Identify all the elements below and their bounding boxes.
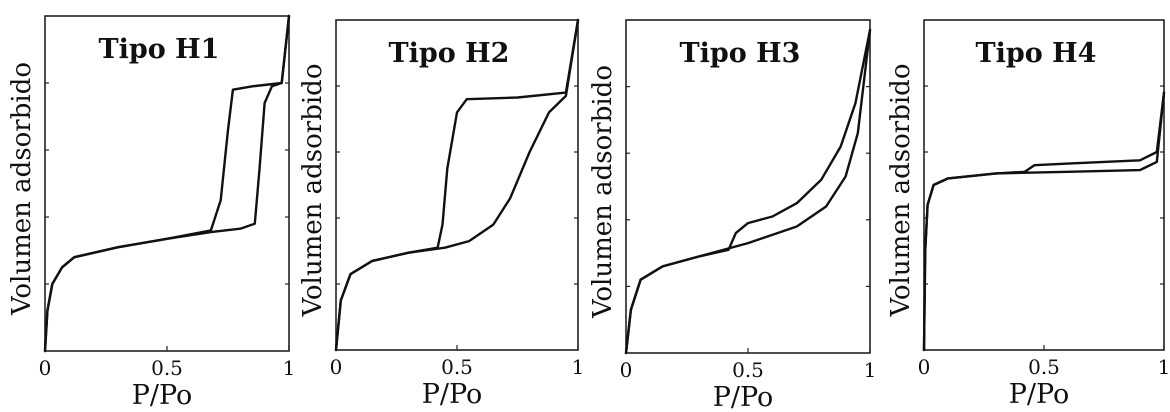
y-axis-label: Volumen adsorbido [7,62,37,316]
y-axis-label: Volumen adsorbido [886,64,916,318]
chart-title: Tipo H3 [680,38,801,69]
y-axis-label: Volumen adsorbido [298,64,328,318]
x-tick-label: 0.5 [151,356,183,380]
plot-frame [335,19,579,351]
x-tick-label: 0 [39,356,52,380]
x-tick-label: 0.5 [732,358,764,382]
x-axis-label: P/Po [422,379,483,410]
x-axis-label: P/Po [713,382,774,412]
plot-frame [625,19,871,354]
x-tick-label: 0 [330,355,343,379]
plot-frame [923,19,1165,351]
adsorption-branch [43,14,291,353]
adsorption-branch [334,18,580,352]
isotherm-panel-4: 0 0.5 1 Tipo H4 P/Po Volumen adsorbido [886,19,1170,410]
x-tick-label: 0.5 [1028,355,1060,379]
desorption-branch [624,28,872,355]
isotherm-panel-1: 0 0.5 1 Tipo H1 P/Po Volumen adsorbido [7,14,296,411]
chart-title: Tipo H2 [389,38,510,69]
isotherm-panel-3: 0 0.5 1 Tipo H3 P/Po Volumen adsorbido [588,19,877,412]
x-tick-label: 0.5 [441,355,473,379]
x-tick-label: 1 [864,358,877,382]
x-tick-label: 1 [572,355,585,379]
isotherm-panel-2: 0 0.5 1 Tipo H2 P/Po Volumen adsorbido [298,18,585,410]
x-tick-label: 1 [1158,355,1170,379]
y-axis-label: Volumen adsorbido [588,65,618,319]
x-tick-label: 1 [283,356,296,380]
x-tick-label: 0 [918,355,931,379]
x-axis-label: P/Po [1009,379,1070,410]
chart-title: Tipo H4 [976,38,1097,69]
x-axis-label: P/Po [132,380,193,411]
desorption-branch [334,18,580,352]
x-tick-label: 0 [620,358,633,382]
adsorption-branch [922,91,1166,352]
plot-frame [44,15,290,352]
chart-title: Tipo H1 [99,34,220,65]
adsorption-branch [624,28,872,355]
desorption-branch [922,91,1166,352]
desorption-branch [43,14,291,353]
